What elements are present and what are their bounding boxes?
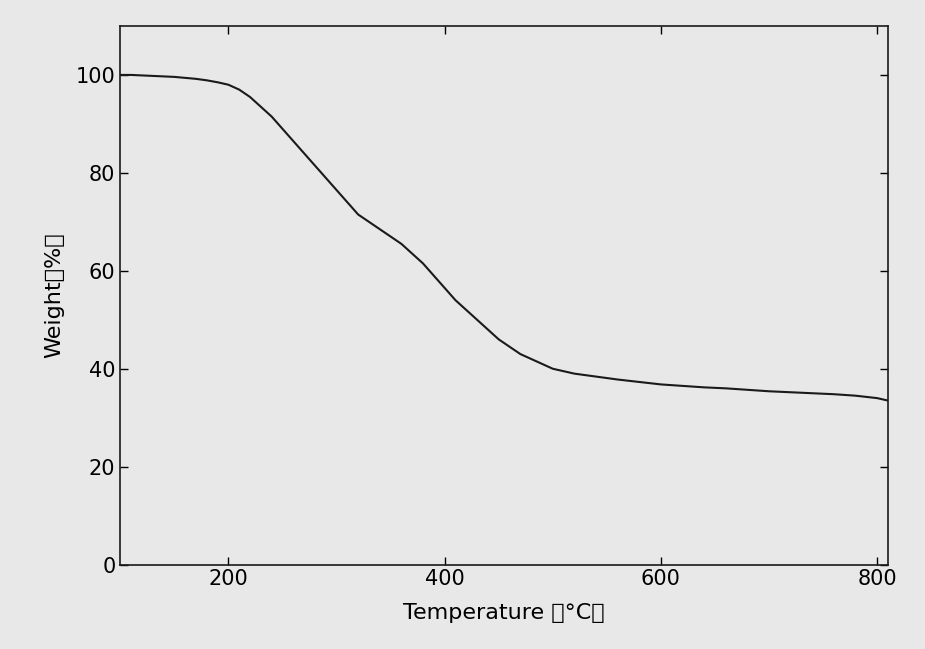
Y-axis label: Weight（%）: Weight（%） bbox=[44, 232, 65, 358]
X-axis label: Temperature （°C）: Temperature （°C） bbox=[403, 604, 605, 624]
